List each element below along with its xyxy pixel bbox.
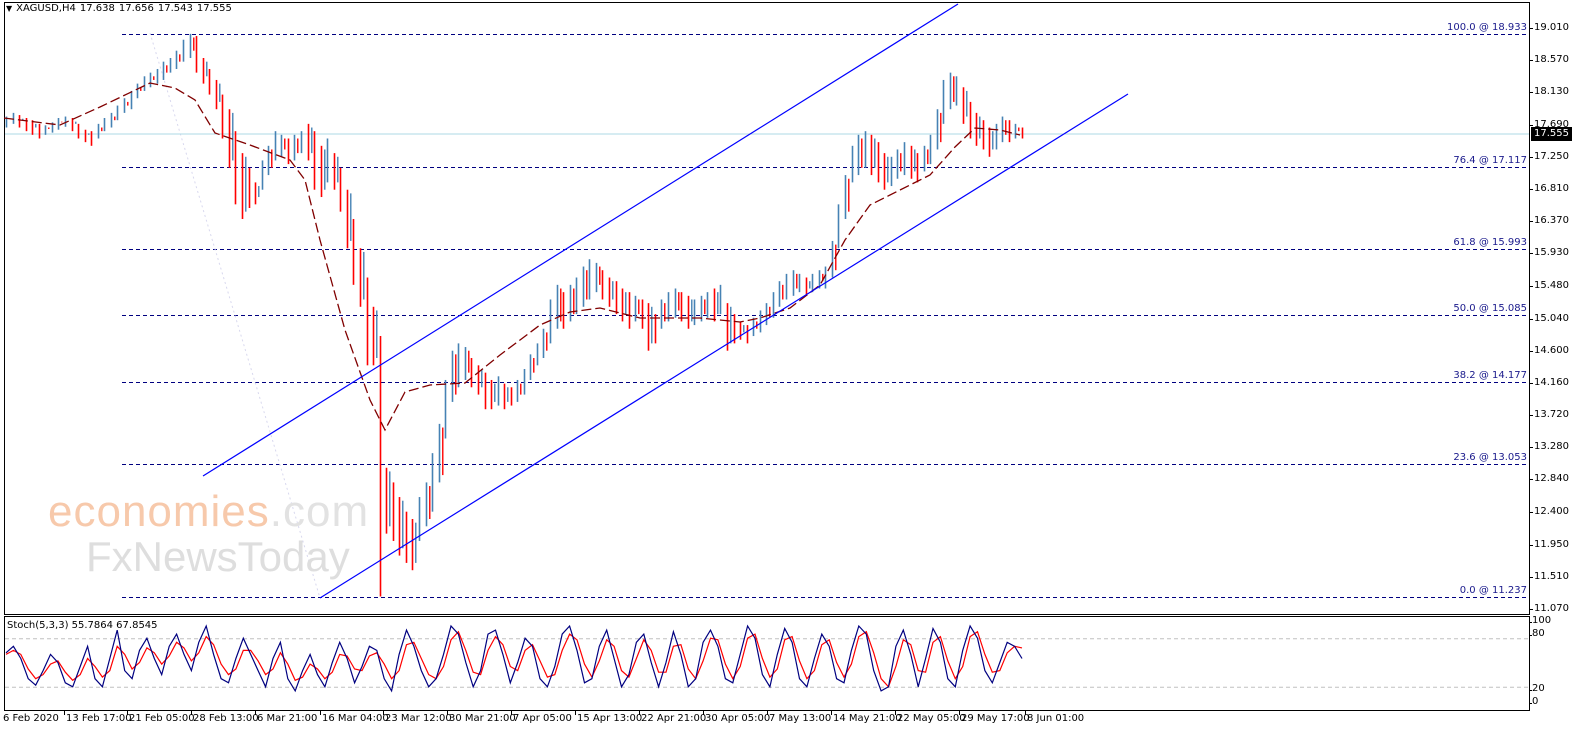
- time-tick-label: 6 Feb 2020: [3, 713, 59, 724]
- fib-level-label: 38.2 @ 14.177: [1453, 369, 1527, 381]
- time-tick-label: 13 Feb 17:00: [66, 713, 132, 724]
- stoch-signal-line: [5, 630, 1023, 688]
- stoch-tick-label: 20: [1532, 683, 1545, 694]
- stoch-tick-label: 80: [1532, 628, 1545, 639]
- price-tick-label: 17.690: [1534, 118, 1569, 130]
- price-tick-label: 11.950: [1534, 538, 1569, 550]
- fib-level-label: 23.6 @ 13.053: [1453, 451, 1527, 463]
- time-tick-label: 29 May 17:00: [961, 713, 1030, 724]
- time-tick-label: 30 Mar 21:00: [449, 713, 516, 724]
- time-tick-label: 15 Apr 13:00: [577, 713, 643, 724]
- price-tick-label: 11.070: [1534, 602, 1569, 614]
- triangle-down-icon[interactable]: ▼: [6, 4, 13, 13]
- ohlc-close: 17.555: [196, 3, 232, 14]
- fib-level-label: 100.0 @ 18.933: [1447, 21, 1527, 33]
- price-tick-label: 13.720: [1534, 408, 1569, 420]
- chart-title-bar: ▼ XAGUSD,H4 17.638 17.656 17.543 17.555: [6, 3, 232, 14]
- fibonacci-trendline[interactable]: [149, 32, 321, 599]
- price-tick-label: 14.160: [1534, 376, 1569, 388]
- ohlc-high: 17.656: [118, 3, 154, 14]
- ohlc-low: 17.543: [157, 3, 193, 14]
- time-tick-label: 8 Jun 01:00: [1027, 713, 1085, 724]
- stoch-tick-label: 0: [1532, 696, 1539, 707]
- moving-average-line: [3, 82, 1021, 432]
- price-tick-label: 15.040: [1534, 312, 1569, 324]
- price-tick-label: 12.840: [1534, 472, 1569, 484]
- stoch-main-line: [5, 624, 1023, 693]
- time-tick-label: 22 May 05:00: [897, 713, 966, 724]
- price-tick-label: 14.600: [1534, 344, 1569, 356]
- price-tick-label: 19.010: [1534, 21, 1569, 33]
- ascending-channel[interactable]: [202, 3, 1129, 599]
- stochastic-oscillator: [5, 622, 1532, 704]
- price-tick-label: 17.250: [1534, 150, 1569, 162]
- stoch-indicator-label: Stoch(5,3,3) 55.7864 67.8545: [7, 620, 158, 631]
- fib-level-label: 0.0 @ 11.237: [1459, 584, 1527, 596]
- time-tick-label: 21 Feb 05:00: [129, 713, 195, 724]
- time-tick-label: 16 Mar 04:00: [322, 713, 389, 724]
- price-tick-label: 18.570: [1534, 53, 1569, 65]
- price-tick-label: 11.510: [1534, 570, 1569, 582]
- fib-level-label: 50.0 @ 15.085: [1453, 302, 1527, 314]
- fib-level-label: 76.4 @ 17.117: [1453, 154, 1527, 166]
- time-axis: [64, 711, 1026, 715]
- fibonacci-lines[interactable]: [122, 34, 1529, 598]
- time-tick-label: 23 Mar 12:00: [385, 713, 452, 724]
- price-tick-label: 16.370: [1534, 214, 1569, 226]
- time-tick-label: 14 May 21:00: [833, 713, 902, 724]
- price-tick-label: 18.130: [1534, 85, 1569, 97]
- current-price-tag: 17.555: [1531, 127, 1572, 141]
- price-tick-label: 16.810: [1534, 182, 1569, 194]
- channel-line[interactable]: [202, 3, 959, 477]
- time-tick-label: 28 Feb 13:00: [193, 713, 259, 724]
- time-tick-label: 7 Apr 05:00: [513, 713, 572, 724]
- symbol-label: XAGUSD,H4: [16, 3, 76, 14]
- price-tick-label: 13.280: [1534, 440, 1569, 452]
- price-tick-label: 15.930: [1534, 246, 1569, 258]
- price-axis: [1529, 28, 1533, 610]
- channel-line[interactable]: [319, 93, 1129, 599]
- price-tick-label: 15.480: [1534, 279, 1569, 291]
- time-tick-label: 6 Mar 21:00: [257, 713, 318, 724]
- price-tick-label: 12.400: [1534, 505, 1569, 517]
- time-tick-label: 22 Apr 21:00: [641, 713, 707, 724]
- time-tick-label: 7 May 13:00: [769, 713, 832, 724]
- price-bars: [5, 33, 1024, 597]
- ohlc-open: 17.638: [79, 3, 115, 14]
- time-tick-label: 30 Apr 05:00: [705, 713, 771, 724]
- fib-level-label: 61.8 @ 15.993: [1453, 236, 1527, 248]
- stoch-panel-frame: [4, 616, 1530, 711]
- stoch-tick-label: 100: [1532, 615, 1552, 626]
